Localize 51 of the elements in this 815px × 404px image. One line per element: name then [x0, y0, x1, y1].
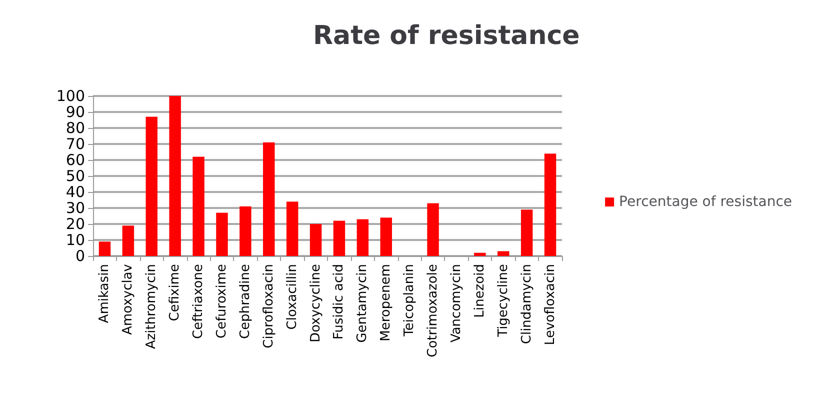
- y-tick-label: 0: [75, 247, 85, 265]
- bar: [544, 154, 556, 256]
- y-tick-label: 10: [66, 231, 85, 249]
- x-tick-label: Teicoplanin: [402, 264, 418, 338]
- x-tick-label: Levofloxacin: [542, 264, 558, 346]
- x-tick-label: Fusidic acid: [332, 264, 347, 340]
- bar: [310, 224, 322, 256]
- bar: [427, 203, 439, 256]
- y-tick-label: 40: [66, 183, 85, 201]
- x-tick-label: Ciprofloxacin: [261, 264, 276, 348]
- x-tick-label: Amikasin: [97, 264, 112, 324]
- bar: [146, 116, 158, 256]
- x-tick-label: Cefixime: [168, 264, 183, 322]
- bar: [498, 251, 510, 256]
- x-tick-label: Cephradine: [238, 264, 253, 339]
- bar: [356, 219, 369, 256]
- y-tick-label: 20: [66, 215, 85, 233]
- x-tick-label: Cloxacillin: [284, 264, 300, 330]
- x-tick-label: Linezoid: [472, 264, 488, 318]
- x-tick-label: Meropenem: [378, 264, 394, 342]
- y-tick-label: 30: [66, 199, 85, 217]
- y-tick-label: 50: [66, 167, 85, 185]
- bar: [216, 212, 228, 256]
- x-tick-label: Azithromycin: [144, 264, 160, 350]
- bar: [286, 202, 298, 256]
- bar: [263, 142, 275, 256]
- y-tick-label: 60: [66, 151, 85, 169]
- x-tick-label: Vancomycin: [448, 264, 464, 343]
- x-tick-label: Amoxyclav: [120, 264, 136, 335]
- x-tick-label: Clindamycin: [519, 264, 534, 344]
- y-tick-label: 100: [56, 87, 85, 105]
- legend-label: Percentage of resistance: [619, 194, 792, 210]
- bar: [240, 206, 252, 256]
- y-tick-label: 90: [66, 103, 85, 121]
- x-tick-label: Tigecycline: [496, 264, 511, 338]
- bar: [98, 242, 111, 256]
- y-tick-label: 80: [66, 119, 85, 137]
- x-tick-label: Cefuroxime: [214, 264, 230, 338]
- bar: [520, 210, 533, 256]
- bar: [169, 96, 181, 256]
- bar: [380, 218, 392, 256]
- bar: [474, 252, 486, 256]
- x-tick-label: Cotrimoxazole: [426, 264, 441, 358]
- bar: [333, 220, 346, 256]
- chart-title: Rate of resistance: [313, 21, 580, 51]
- x-tick-label: Doxycycline: [308, 264, 324, 342]
- bar: [122, 226, 134, 256]
- x-tick-label: Gentamycin: [355, 264, 370, 343]
- bar: [192, 156, 204, 256]
- y-tick-label: 70: [66, 135, 85, 153]
- x-tick-label: Ceftriaxone: [191, 264, 206, 339]
